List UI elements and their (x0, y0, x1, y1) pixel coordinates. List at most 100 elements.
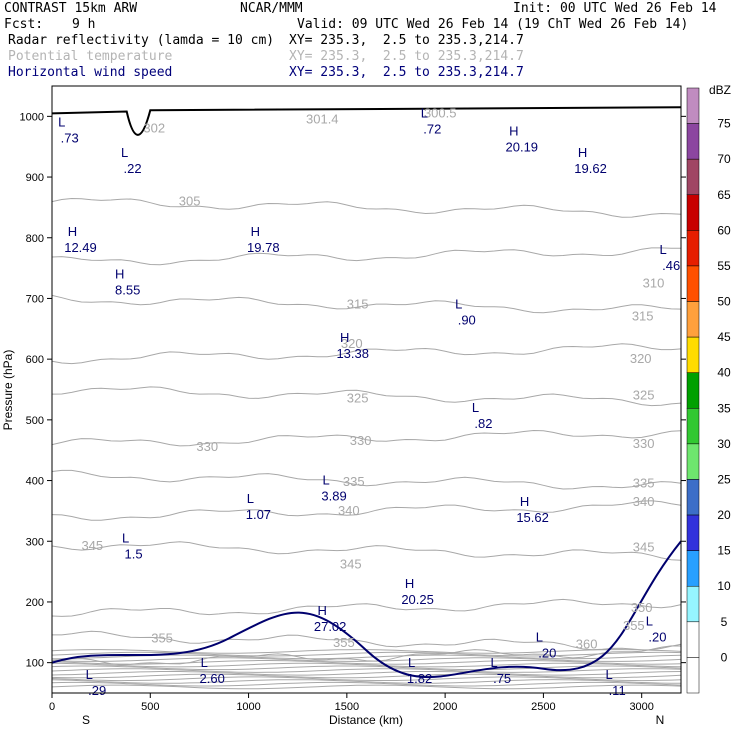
theta-label: 340 (338, 503, 360, 518)
colorbar-swatch (686, 87, 700, 124)
wind-contours (52, 540, 681, 679)
colorbar-label: 60 (717, 223, 731, 237)
model-title: CONTRAST 15km ARW (4, 1, 138, 16)
wind-extremum-value: 13.38 (336, 346, 369, 361)
theta-label: 335 (633, 476, 655, 491)
x-tick-label: 1500 (335, 701, 359, 713)
x-tick-label: 2500 (531, 701, 555, 713)
theta-contour-line (52, 386, 681, 407)
colorbar-unit: dBZ (709, 83, 731, 97)
colorbar-swatch (686, 230, 700, 267)
wind-extremum-value: 1.07 (246, 507, 271, 522)
wind-extremum-type: H (115, 266, 124, 281)
theta-label: 350 (631, 600, 653, 615)
colorbar-label: 5 (721, 615, 728, 629)
theta-label: 330 (196, 439, 218, 454)
theta-contour-line (52, 197, 681, 218)
theta-label: 305 (179, 193, 201, 208)
wind-extremum-value: 19.62 (574, 161, 607, 176)
y-tick-label: 300 (26, 536, 44, 548)
theta-contour-line (52, 659, 681, 665)
colorbar-label: 70 (717, 152, 731, 166)
wind-extremum-value: 27.02 (314, 619, 347, 634)
wind-extremum-value: .90 (458, 313, 476, 328)
theta-contour-line (52, 294, 681, 314)
wind-extremum-value: .72 (423, 121, 441, 136)
theta-label: 301.4 (306, 111, 339, 126)
x-axis-label: Distance (km) (329, 713, 403, 727)
theta-label: 300.5 (424, 105, 457, 120)
y-tick-label: 900 (26, 172, 44, 184)
colorbar-label: 50 (717, 295, 731, 309)
wind-contour-line (52, 540, 681, 679)
theta-label: 360 (576, 636, 598, 651)
y-tick-label: 800 (26, 233, 44, 245)
endpoint-right: N (656, 713, 665, 727)
y-tick-label: 400 (26, 476, 44, 488)
axes: 100 200 300 400 500 600 700 800 900 1000 0 500 1000 1… (20, 111, 686, 713)
theta-label: 355 (333, 635, 355, 650)
wind-extremum-type: L (472, 400, 479, 415)
wind-extremum-value: .46 (662, 258, 680, 273)
y-tick-label: 200 (26, 597, 44, 609)
theta-label: 335 (343, 474, 365, 489)
wind-extremum-type: H (405, 576, 414, 591)
theta-label: 340 (633, 494, 655, 509)
colorbar-swatch (686, 514, 700, 551)
y-axis-label: Pressure (hPa) (1, 350, 15, 431)
colorbar-label: 45 (717, 330, 731, 344)
x-tick-label: 1000 (236, 701, 260, 713)
wind-extremum-value: .20 (538, 645, 556, 660)
plot-frame (51, 85, 682, 694)
wind-extremum-value: 1.5 (125, 546, 143, 561)
wind-extremum-value: .20 (648, 630, 666, 645)
theta-contour-line (52, 500, 681, 521)
theta-label: 325 (633, 388, 655, 403)
wind-extremum-type: L (86, 667, 93, 682)
wind-extremum-type: L (421, 105, 428, 120)
wind-extremum-value: 1.82 (407, 671, 432, 686)
wind-extremum-value: .73 (61, 131, 79, 146)
theta-labels: 355 355 360 355 350 345 345 345 340 340 335 335 330 3… (81, 105, 664, 651)
wind-extremum-value: 8.55 (115, 282, 140, 297)
colorbar-swatch (686, 443, 700, 480)
colorbar-swatch (686, 265, 700, 302)
colorbar-swatch (686, 585, 700, 623)
y-tick-label: 500 (26, 415, 44, 427)
wind-extremum-type: L (122, 530, 129, 545)
wind-extremum-value: 3.89 (321, 489, 346, 504)
wind-extremum-type: H (578, 145, 587, 160)
wind-extremum-type: L (58, 115, 65, 130)
field-name-theta: Potential temperature (8, 49, 173, 64)
field-name-reflectivity: Radar reflectivity (lamda = 10 cm) (8, 33, 275, 48)
colorbar-swatch (686, 657, 700, 694)
endpoint-left: S (82, 713, 90, 727)
colorbar-swatch (686, 408, 700, 445)
wind-extremum-type: H (251, 224, 260, 239)
wind-extremum-type: L (606, 667, 613, 682)
wind-extremum-value: .82 (474, 416, 492, 431)
theta-contour-line (52, 673, 681, 679)
colorbar-label: 30 (717, 437, 731, 451)
colorbar-swatch (686, 621, 700, 658)
y-tick-label: 600 (26, 354, 44, 366)
theta-label: 302 (143, 120, 165, 135)
wind-extremum-value: 20.25 (401, 592, 434, 607)
field-name-wind: Horizontal wind speed (8, 65, 173, 80)
wind-extremum-type: H (317, 603, 326, 618)
theta-label: 320 (630, 351, 652, 366)
theta-contours (52, 197, 681, 690)
theta-contour-line (52, 429, 681, 447)
wind-extremum-type: H (340, 330, 349, 345)
field-xy-theta: XY= 235.3, 2.5 to 235.3,214.7 (289, 49, 524, 64)
colorbar-label: 20 (717, 508, 731, 522)
wind-extremum-type: L (536, 629, 543, 644)
theta-contour-line (52, 671, 681, 676)
org-title: NCAR/MMM (240, 1, 303, 16)
terrain-layer (52, 106, 681, 136)
colorbar-label: 25 (717, 472, 731, 486)
theta-label: 315 (632, 309, 654, 324)
y-tick-label: 1000 (20, 111, 44, 123)
theta-label: 310 (643, 275, 665, 290)
